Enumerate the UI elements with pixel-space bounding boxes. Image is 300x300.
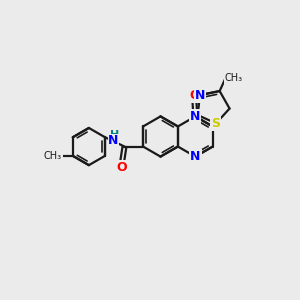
Text: N: N: [190, 150, 200, 163]
Text: CH₃: CH₃: [224, 73, 242, 83]
Text: H: H: [110, 130, 119, 140]
Text: S: S: [212, 117, 220, 130]
Text: N: N: [108, 134, 119, 147]
Text: CH₃: CH₃: [44, 152, 62, 161]
Text: O: O: [117, 161, 128, 174]
Text: N: N: [195, 88, 205, 102]
Text: O: O: [189, 89, 200, 102]
Text: N: N: [190, 110, 200, 123]
